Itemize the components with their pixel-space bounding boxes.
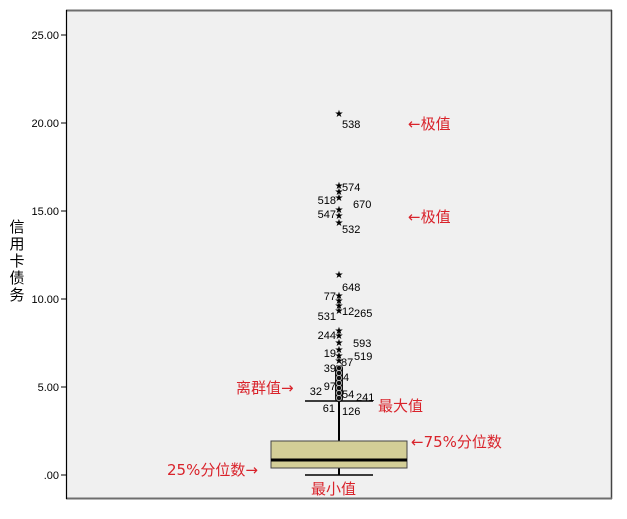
iqr-box xyxy=(270,440,408,469)
outlier-markers xyxy=(335,365,343,402)
pt-label-77: 77 xyxy=(324,291,336,303)
svg-text:★: ★ xyxy=(335,187,344,198)
svg-text:★: ★ xyxy=(335,211,344,222)
svg-text:★: ★ xyxy=(335,270,344,281)
ylabel-char-2: 用 xyxy=(9,235,24,253)
annotation-min: 最小值 xyxy=(311,480,356,498)
pt-label-4: 4 xyxy=(343,372,349,384)
ylabel-char-4: 债 xyxy=(9,269,24,287)
pt-label-54: 54 xyxy=(342,389,354,401)
annotation-q1: 25%分位数→ xyxy=(167,461,258,479)
svg-text:★: ★ xyxy=(335,356,344,367)
svg-text:★: ★ xyxy=(335,351,344,362)
y-tick-15: 15.00 xyxy=(31,206,59,218)
pt-label-519: 519 xyxy=(354,351,372,363)
extreme-markers: ★ ★ ★ ★ ★ ★ ★ ★ ★ ★ ★ ★ ★ ★ ★ ★ ★ ★ xyxy=(335,109,344,367)
ylabel-char-5: 务 xyxy=(9,286,24,304)
svg-text:★: ★ xyxy=(335,331,344,342)
pt-label-39: 39 xyxy=(324,363,336,375)
annotation-extreme-cluster: ←极值 xyxy=(408,208,451,226)
y-tick-labels: 25.00 20.00 15.00 10.00 5.00 .00 xyxy=(31,30,59,482)
pt-label-593: 593 xyxy=(353,338,371,350)
svg-text:★: ★ xyxy=(335,345,344,356)
svg-text:★: ★ xyxy=(335,326,344,337)
svg-text:★: ★ xyxy=(335,181,344,192)
svg-text:★: ★ xyxy=(335,205,344,216)
annotation-q3: ←75%分位数 xyxy=(411,433,502,451)
ylabel-char-3: 卡 xyxy=(9,252,24,270)
pt-label-244: 244 xyxy=(318,330,336,342)
annotations: ←极值 ←极值 离群值→ 最大值 ←75%分位数 25%分位数→ 最小值 xyxy=(167,115,502,498)
pt-label-61: 61 xyxy=(323,403,335,415)
annotation-extreme-top: ←极值 xyxy=(408,115,451,133)
pt-label-547: 547 xyxy=(318,209,336,221)
pt-label-532: 532 xyxy=(342,224,360,236)
svg-text:★: ★ xyxy=(335,306,344,317)
pt-label-87: 87 xyxy=(341,357,353,369)
svg-text:★: ★ xyxy=(335,193,344,204)
pt-label-126: 126 xyxy=(342,406,360,418)
pt-label-12: 12 xyxy=(342,306,354,318)
y-tick-5: 5.00 xyxy=(38,382,59,394)
y-tick-25: 25.00 xyxy=(31,30,59,42)
pt-label-648: 648 xyxy=(342,282,360,294)
pt-label-97: 97 xyxy=(324,381,336,393)
pt-label-518: 518 xyxy=(318,195,336,207)
ylabel-char-1: 信 xyxy=(9,218,24,236)
svg-text:★: ★ xyxy=(335,218,344,229)
svg-text:★: ★ xyxy=(335,109,344,120)
pt-label-265: 265 xyxy=(354,308,372,320)
pt-label-241: 241 xyxy=(356,392,374,404)
svg-text:★: ★ xyxy=(335,338,344,349)
pt-label-531: 531 xyxy=(318,311,336,323)
y-ticks xyxy=(61,34,66,476)
pt-label-538: 538 xyxy=(342,119,360,131)
y-tick-10: 10.00 xyxy=(31,294,59,306)
pt-label-19: 19 xyxy=(324,348,336,360)
point-labels: 538 574 518 670 547 532 648 77 12 265 53… xyxy=(310,119,375,418)
svg-text:★: ★ xyxy=(335,296,344,307)
y-tick-20: 20.00 xyxy=(31,118,59,130)
pt-label-670: 670 xyxy=(353,199,371,211)
y-axis-label: 信 用 卡 债 务 xyxy=(9,218,24,304)
svg-text:★: ★ xyxy=(335,301,344,312)
annotation-max: 最大值 xyxy=(378,397,423,415)
pt-label-574: 574 xyxy=(342,182,360,194)
pt-label-32: 32 xyxy=(310,386,322,398)
svg-text:★: ★ xyxy=(335,291,344,302)
annotation-outlier: 离群值→ xyxy=(236,379,294,397)
y-tick-0: .00 xyxy=(44,470,59,482)
